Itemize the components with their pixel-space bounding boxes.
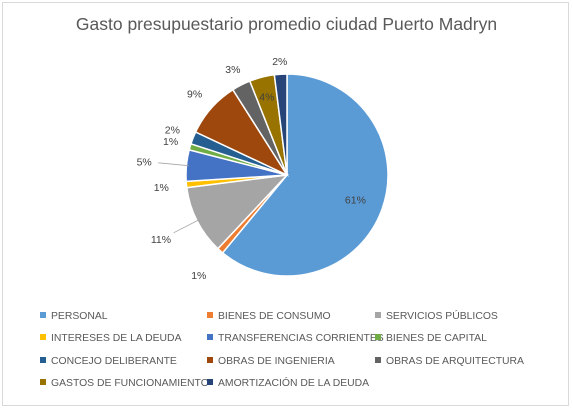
legend-item: GASTOS DE FUNCIONAMIENTO xyxy=(40,378,209,389)
data-label-9: 4% xyxy=(259,92,274,104)
legend-item: INTERESES DE LA DEUDA xyxy=(40,333,182,344)
data-label-3: 1% xyxy=(154,182,169,194)
legend-label: OBRAS DE INGENIERIA xyxy=(218,355,335,367)
legend-row: GASTOS DE FUNCIONAMIENTO AMORTIZACIÓN DE … xyxy=(40,378,560,400)
pie-slice-10 xyxy=(273,73,288,176)
legend-item: OBRAS DE ARQUITECTURA xyxy=(375,356,524,367)
legend-label: BIENES DE CONSUMO xyxy=(218,311,331,322)
legend-label: GASTOS DE FUNCIONAMIENTO xyxy=(51,377,209,389)
legend-label: OBRAS DE ARQUITECTURA xyxy=(386,355,524,367)
data-label-0: 61% xyxy=(345,195,366,207)
legend-label: INTERESES DE LA DEUDA xyxy=(51,333,182,345)
legend-swatch xyxy=(375,334,381,341)
data-label-6: 2% xyxy=(165,125,180,137)
legend-item: CONCEJO DELIBERANTE xyxy=(40,356,177,367)
legend-row: PERSONAL BIENES DE CONSUMO SERVICIOS PÚBLI… xyxy=(40,311,560,333)
chart-title: Gasto presupuestario promedio ciudad Pue… xyxy=(75,14,498,34)
chart-legend: PERSONAL BIENES DE CONSUMO SERVICIOS PÚBLI… xyxy=(40,311,560,400)
data-label-8: 3% xyxy=(225,64,240,76)
data-label-10: 2% xyxy=(272,56,287,68)
data-label-5: 1% xyxy=(163,136,178,148)
legend-swatch xyxy=(375,312,381,318)
legend-item: PERSONAL xyxy=(40,311,108,322)
legend-item: BIENES DE CONSUMO xyxy=(207,311,331,322)
legend-swatch xyxy=(207,356,213,363)
legend-swatch xyxy=(40,312,46,318)
legend-item: TRANSFERENCIAS CORRIENTES xyxy=(207,333,384,344)
legend-label: AMORTIZACIÓN DE LA DEUDA xyxy=(218,377,370,389)
legend-item: OBRAS DE INGENIERIA xyxy=(207,356,335,367)
leader-line-2 xyxy=(173,219,199,234)
legend-label: CONCEJO DELIBERANTE xyxy=(51,355,177,367)
pie-slice-0 xyxy=(221,73,389,277)
leader-line-4 xyxy=(158,162,189,167)
legend-label: BIENES DE CAPITAL xyxy=(386,333,487,345)
legend-swatch xyxy=(207,312,213,318)
legend-label: PERSONAL xyxy=(51,311,108,322)
legend-item: BIENES DE CAPITAL xyxy=(375,333,487,344)
legend-label: SERVICIOS PÚBLICOS xyxy=(386,311,498,322)
legend-swatch xyxy=(207,378,213,385)
data-label-7: 9% xyxy=(187,89,202,101)
legend-swatch xyxy=(40,356,46,363)
legend-swatch xyxy=(375,356,381,363)
legend-row: CONCEJO DELIBERANTE OBRAS DE INGENIERIA OB… xyxy=(40,356,560,378)
legend-row: INTERESES DE LA DEUDA TRANSFERENCIAS CORR… xyxy=(40,333,560,355)
data-label-4: 5% xyxy=(137,157,152,169)
legend-swatch xyxy=(207,334,213,341)
legend-label: TRANSFERENCIAS CORRIENTES xyxy=(218,333,384,345)
data-label-2: 11% xyxy=(151,234,171,246)
legend-swatch xyxy=(40,378,46,385)
legend-swatch xyxy=(40,334,46,341)
legend-item: AMORTIZACIÓN DE LA DEUDA xyxy=(207,378,369,389)
legend-item: SERVICIOS PÚBLICOS xyxy=(375,311,498,322)
data-label-1: 1% xyxy=(191,270,206,282)
